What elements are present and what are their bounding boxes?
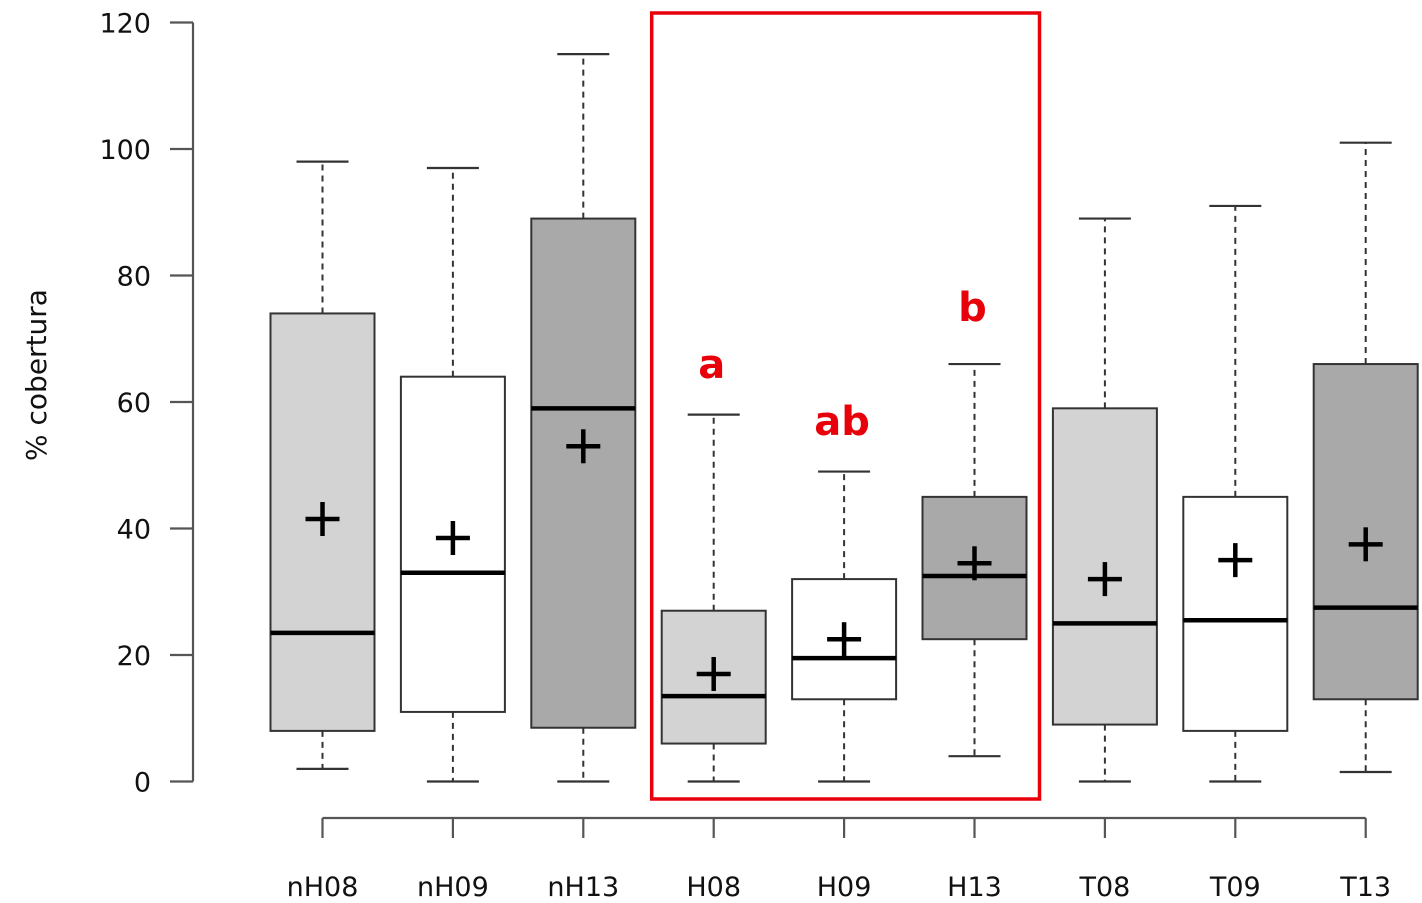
box-h13 xyxy=(921,362,1028,758)
box-nh09 xyxy=(399,166,506,783)
significance-letter: ab xyxy=(814,399,870,445)
box-iqr xyxy=(530,217,637,729)
significance-letter: a xyxy=(698,342,725,388)
x-tick-label: T13 xyxy=(1339,872,1391,903)
box-iqr xyxy=(269,312,376,732)
y-axis: 0 20 40 60 80 100 120 xyxy=(99,9,195,799)
significance-annotations: a ab b xyxy=(649,11,1042,801)
x-tick-label: nH09 xyxy=(417,872,489,903)
y-tick-label: 80 xyxy=(117,262,151,293)
box-t09 xyxy=(1182,204,1289,783)
y-tick-label: 20 xyxy=(117,641,151,672)
x-axis: nH08 nH09 nH13 H08 H09 H13 T08 T09 T13 xyxy=(287,816,1391,903)
y-tick-label: 120 xyxy=(99,9,151,40)
box-nh13 xyxy=(530,53,637,783)
box-t13 xyxy=(1312,141,1419,774)
box-iqr xyxy=(1182,495,1289,732)
x-tick-label: T08 xyxy=(1078,872,1130,903)
y-tick-label: 0 xyxy=(134,768,151,799)
y-tick-label: 40 xyxy=(117,515,151,546)
x-tick-label: H09 xyxy=(817,872,872,903)
x-tick-label: H13 xyxy=(947,872,1002,903)
highlight-box xyxy=(649,11,1042,801)
box-t08 xyxy=(1051,217,1158,783)
box-nh08 xyxy=(269,160,376,770)
significance-letter: b xyxy=(958,285,987,331)
y-tick-label: 100 xyxy=(99,135,151,166)
y-axis-title: % cobertura xyxy=(20,289,53,461)
x-tick-label: T09 xyxy=(1209,872,1261,903)
y-tick-label: 60 xyxy=(117,388,151,419)
box-series xyxy=(269,53,1419,783)
x-tick-label: nH13 xyxy=(547,872,619,903)
box-h08 xyxy=(660,413,767,783)
x-tick-label: nH08 xyxy=(287,872,359,903)
x-tick-label: H08 xyxy=(686,872,741,903)
box-h09 xyxy=(791,470,898,783)
